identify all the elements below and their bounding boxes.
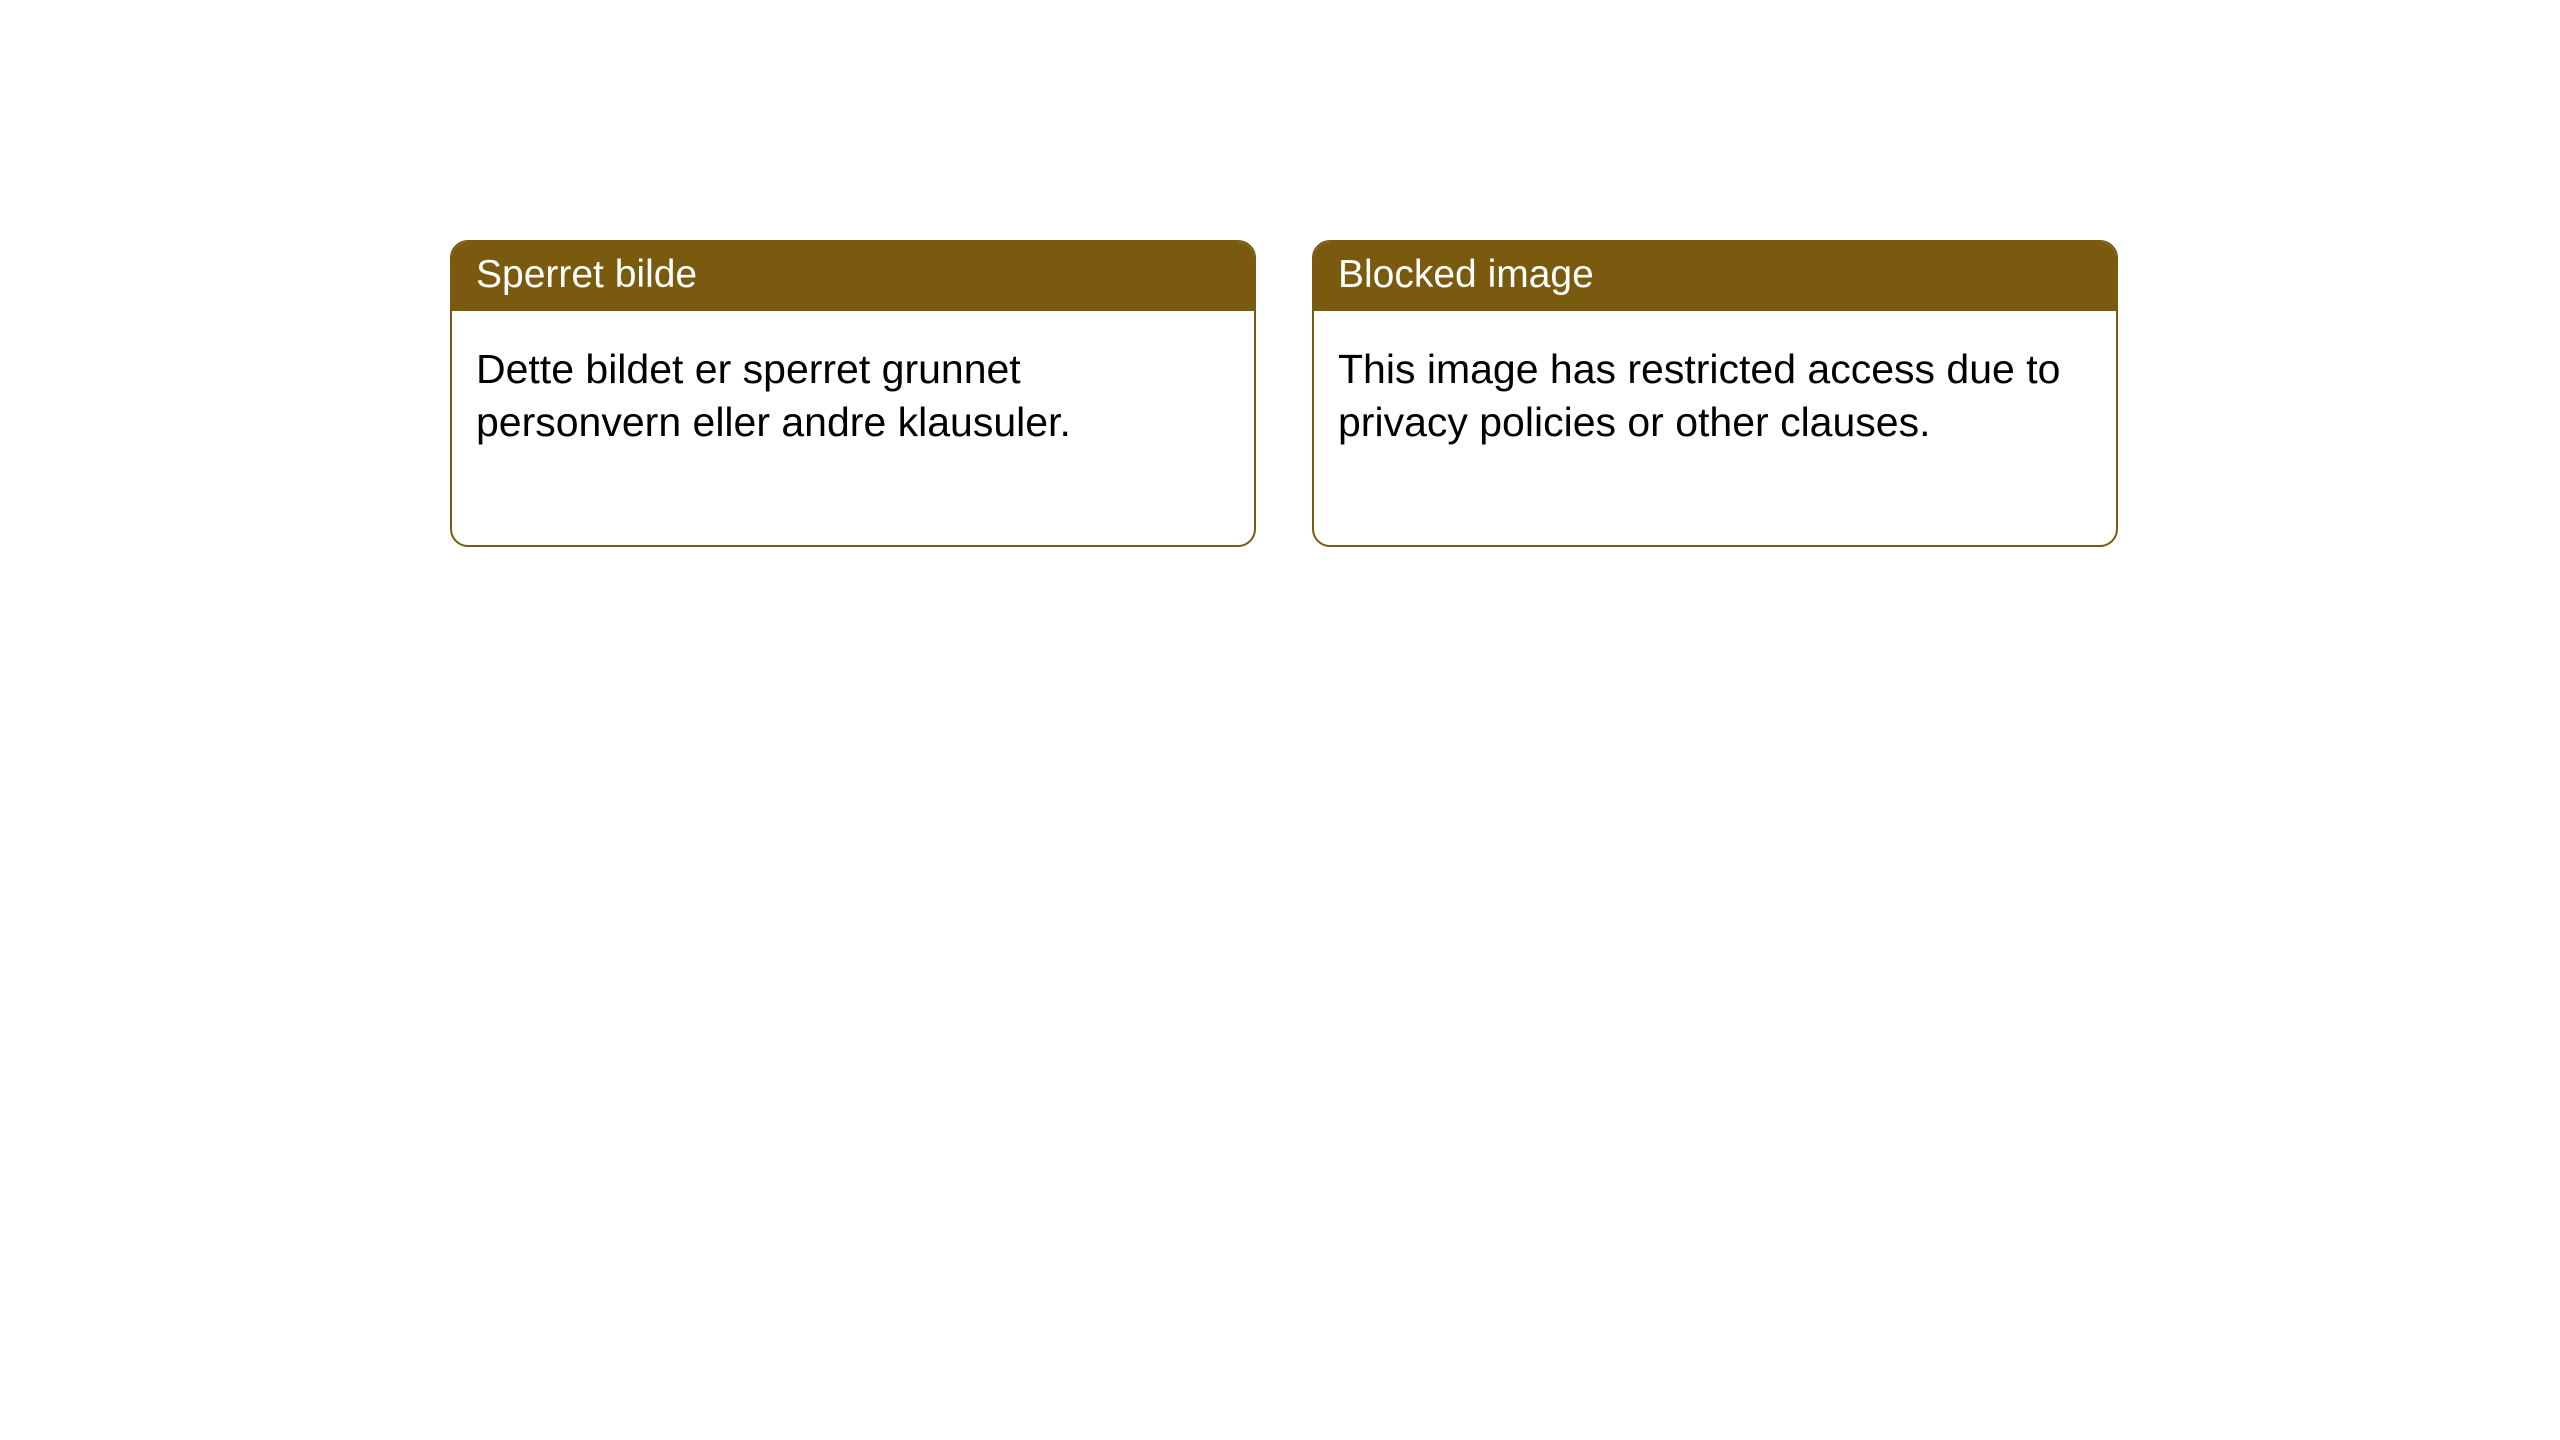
notice-body-no: Dette bildet er sperret grunnet personve…: [452, 311, 1254, 546]
notice-card-en: Blocked image This image has restricted …: [1312, 240, 2118, 547]
notice-cards-container: Sperret bilde Dette bildet er sperret gr…: [450, 240, 2118, 547]
notice-card-no: Sperret bilde Dette bildet er sperret gr…: [450, 240, 1256, 547]
notice-header-no: Sperret bilde: [452, 242, 1254, 311]
notice-body-en: This image has restricted access due to …: [1314, 311, 2116, 546]
notice-header-en: Blocked image: [1314, 242, 2116, 311]
